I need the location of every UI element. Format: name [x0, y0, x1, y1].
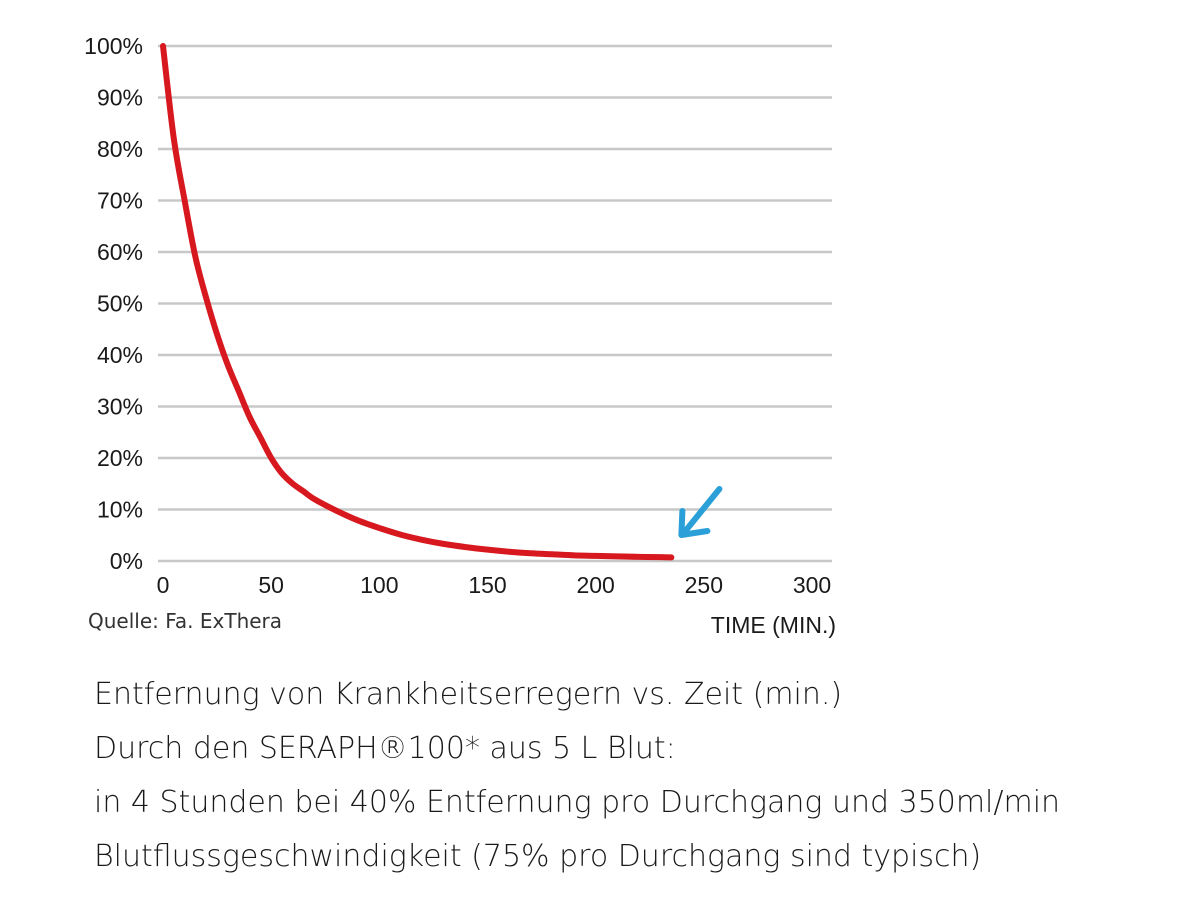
y-tick-label: 100% — [84, 33, 143, 59]
x-tick-label: 300 — [793, 572, 831, 598]
x-axis-title: TIME (MIN.) — [711, 612, 836, 638]
caption-line-2: Durch den SERAPH®100* aus 5 L Blut: — [94, 731, 676, 766]
x-tick-label: 50 — [258, 572, 284, 598]
y-tick-label: 80% — [97, 136, 143, 162]
arrow-head — [678, 508, 711, 538]
y-tick-label: 90% — [97, 85, 143, 111]
y-tick-label: 20% — [97, 445, 143, 471]
source-note: Quelle: Fa. ExThera — [88, 609, 282, 633]
arrow-shaft — [682, 486, 723, 534]
y-tick-label: 0% — [110, 548, 143, 574]
x-tick-label: 200 — [576, 572, 614, 598]
x-tick-label: 250 — [685, 572, 723, 598]
caption-line-4: Blutflussgeschwindigkeit (75% pro Durchg… — [94, 839, 982, 874]
annotation-arrow-icon — [678, 486, 723, 538]
y-tick-label: 60% — [97, 239, 143, 265]
x-tick-label: 0 — [157, 572, 170, 598]
y-tick-label: 30% — [97, 394, 143, 420]
y-tick-label: 10% — [97, 497, 143, 523]
x-tick-label: 150 — [468, 572, 506, 598]
line-chart: 0% 10% 20% 30% 40% 50% 60% 70% 80% 90% 100% 0 50 100… — [84, 33, 836, 638]
y-tick-label: 50% — [97, 291, 143, 317]
x-tick-label: 100 — [360, 572, 398, 598]
y-tick-label: 70% — [97, 188, 143, 214]
y-axis-ticks: 0% 10% 20% 30% 40% 50% 60% 70% 80% 90% 100% — [84, 33, 143, 574]
caption-line-1: Entfernung von Krankheitserregern vs. Ze… — [94, 677, 843, 712]
y-tick-label: 40% — [97, 342, 143, 368]
caption-line-3: in 4 Stunden bei 40% Entfernung pro Durc… — [94, 785, 1061, 820]
caption: Entfernung von Krankheitserregern vs. Ze… — [94, 668, 1184, 884]
x-axis-ticks: 0 50 100 150 200 250 300 — [157, 572, 832, 598]
series-line — [160, 43, 675, 561]
gridlines — [158, 44, 832, 563]
